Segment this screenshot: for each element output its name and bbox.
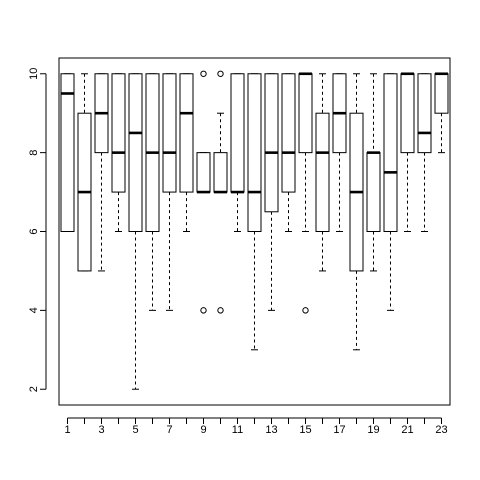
outlier-point: [200, 307, 207, 314]
box-iqr: [366, 152, 381, 233]
box-group: [196, 70, 211, 314]
y-axis: 2 4 6 8 10: [28, 68, 47, 392]
x-tick-label: 5: [132, 424, 138, 436]
box-group: [94, 73, 109, 272]
x-tick-label: 1: [64, 424, 70, 436]
x-tick-label: 13: [265, 424, 277, 436]
x-tick-label: 9: [200, 424, 206, 436]
x-tick-label: 17: [333, 424, 345, 436]
box-group: [434, 72, 449, 154]
box-group: [332, 73, 347, 232]
box-group: [230, 73, 245, 232]
box-group: [128, 73, 143, 390]
outlier-point: [302, 307, 309, 314]
y-tick-label: 10: [28, 68, 40, 80]
box-iqr: [434, 73, 449, 114]
box-group: [366, 73, 381, 272]
box-iqr: [400, 73, 415, 154]
x-tick-label: 3: [98, 424, 104, 436]
outlier-point: [200, 70, 207, 77]
box-iqr: [128, 73, 143, 233]
box-group: [383, 73, 398, 311]
box-iqr: [162, 73, 177, 193]
plot-area: [60, 70, 449, 390]
box-iqr: [315, 112, 330, 232]
y-tick-label: 6: [28, 228, 40, 234]
box-iqr: [281, 73, 296, 193]
box-group: [145, 73, 160, 311]
x-tick-label: 15: [299, 424, 311, 436]
box-group: [213, 70, 228, 314]
box-iqr: [247, 73, 262, 233]
box-iqr: [111, 73, 126, 193]
box-group: [179, 73, 194, 232]
y-tick-label: 8: [28, 150, 40, 156]
box-group: [162, 73, 177, 311]
box-iqr: [298, 73, 313, 154]
box-iqr: [264, 73, 279, 213]
box-group: [315, 73, 330, 272]
y-tick-label: 4: [28, 307, 40, 313]
box-group: [417, 73, 432, 232]
box-iqr: [383, 73, 398, 233]
x-tick-label: 23: [435, 424, 447, 436]
box-group: [264, 73, 279, 311]
outlier-point: [217, 307, 224, 314]
box-iqr: [417, 73, 432, 154]
y-tick-label: 2: [28, 386, 40, 392]
box-group: [77, 73, 92, 272]
plot-frame: [58, 57, 451, 406]
box-iqr: [196, 152, 211, 193]
x-tick-label: 19: [367, 424, 379, 436]
outlier-point: [217, 70, 224, 77]
box-iqr: [230, 73, 245, 193]
x-axis: 1 3 5 7 9 11 13 15 17 19 21 23: [64, 417, 448, 436]
x-tick-label: 21: [401, 424, 413, 436]
box-group: [349, 73, 364, 351]
x-tick-label: 11: [232, 424, 243, 436]
box-group: [400, 72, 415, 232]
box-iqr: [179, 73, 194, 193]
box-iqr: [213, 152, 228, 193]
x-tick-label: 7: [166, 424, 172, 436]
box-group: [60, 73, 75, 233]
box-group: [281, 73, 296, 232]
box-group: [298, 72, 313, 314]
box-iqr: [60, 73, 75, 233]
box-group: [247, 73, 262, 351]
box-group: [111, 73, 126, 232]
